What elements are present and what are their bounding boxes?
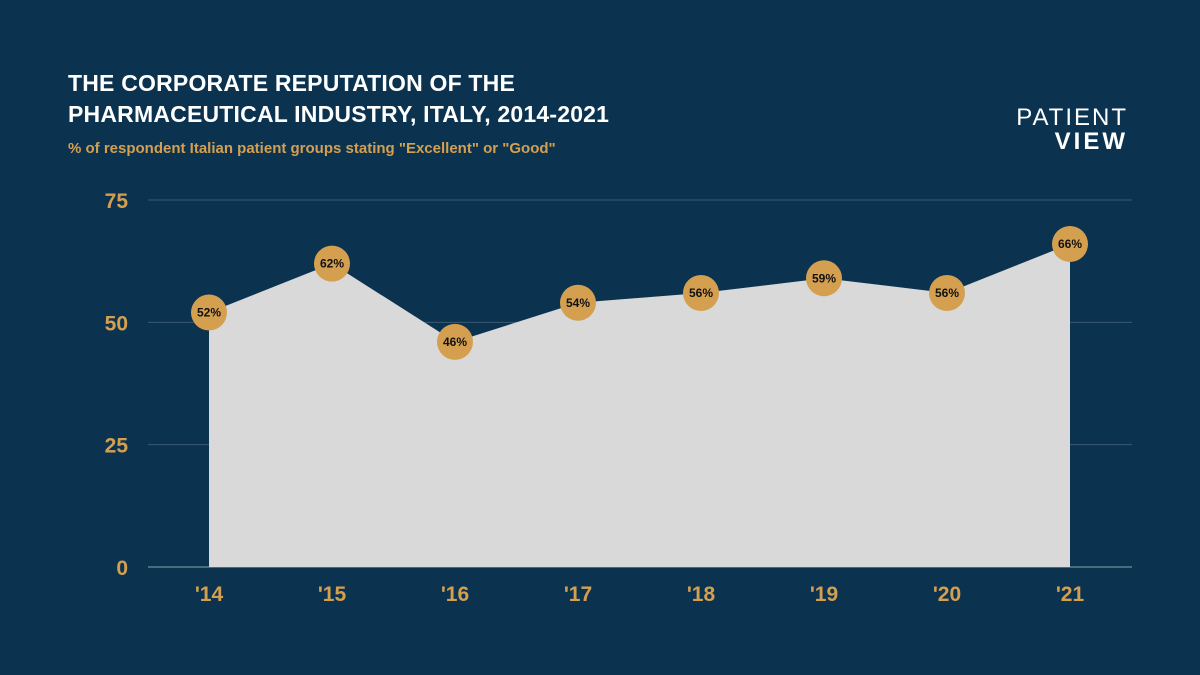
y-tick-label: 0: [116, 557, 128, 580]
x-tick-label: '18: [687, 583, 716, 606]
y-tick-label: 50: [105, 312, 128, 335]
x-tick-label: '19: [810, 583, 838, 606]
patientview-logo: PATIENT VIEW: [1016, 106, 1128, 154]
data-point: [191, 294, 227, 331]
data-label: 59%: [812, 271, 836, 285]
logo-line-2: VIEW: [1054, 128, 1128, 155]
data-label: 56%: [935, 286, 959, 300]
area-fill: [209, 244, 1070, 568]
y-axis: 0 25 50 75: [105, 190, 129, 580]
data-label: 54%: [566, 296, 590, 310]
data-points: 52% 62% 46% 54% 56% 59% 56% 66%: [191, 226, 1088, 360]
data-label: 52%: [197, 306, 221, 320]
chart-title: THE CORPORATE REPUTATION OF THE PHARMACE…: [68, 68, 768, 130]
x-tick-label: '17: [564, 583, 592, 606]
data-point: [806, 260, 842, 297]
logo-line-1: PATIENT: [1016, 104, 1128, 131]
data-point: [314, 245, 350, 282]
chart-title-line-2: PHARMACEUTICAL INDUSTRY, ITALY, 2014-202…: [68, 101, 610, 127]
data-point: [929, 274, 965, 311]
x-tick-label: '16: [441, 583, 469, 606]
x-tick-label: '14: [195, 583, 224, 606]
data-label: 46%: [443, 335, 467, 349]
chart-subtitle: % of respondent Italian patient groups s…: [68, 140, 556, 157]
data-point: [437, 323, 473, 360]
x-tick-label: '20: [933, 583, 961, 606]
x-tick-label: '21: [1056, 583, 1085, 606]
data-label: 66%: [1058, 237, 1082, 251]
y-tick-label: 75: [105, 190, 129, 213]
y-tick-label: 25: [105, 435, 129, 458]
data-point: [683, 274, 719, 311]
x-axis: '14 '15 '16 '17 '18 '19 '20 '21: [195, 583, 1085, 606]
area-series: [209, 244, 1070, 568]
data-point: [1052, 226, 1088, 263]
chart-title-line-1: THE CORPORATE REPUTATION OF THE: [68, 70, 516, 96]
data-label: 56%: [689, 286, 713, 300]
data-label: 62%: [320, 257, 344, 271]
data-point: [560, 284, 596, 321]
x-tick-label: '15: [318, 583, 347, 606]
